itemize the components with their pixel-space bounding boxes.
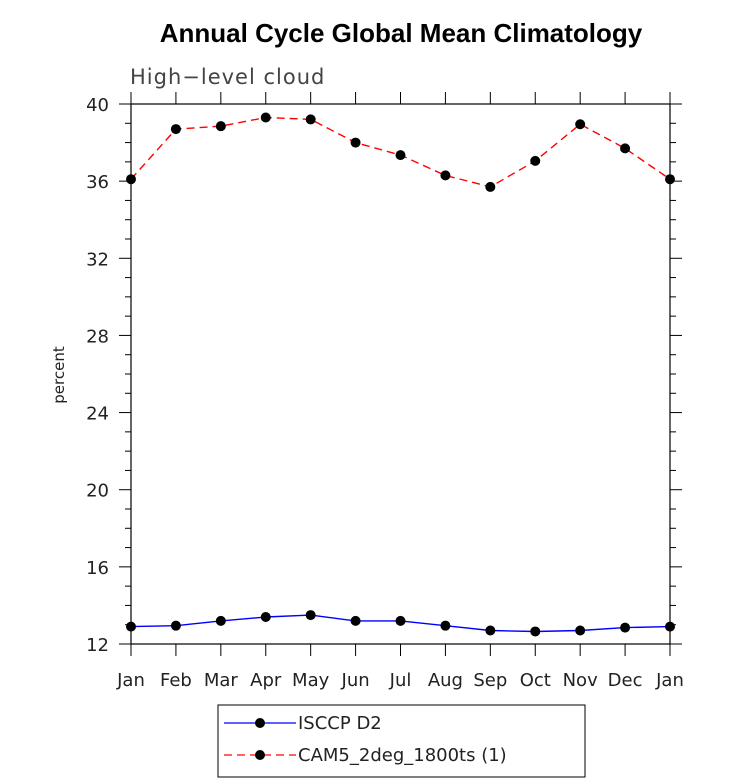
series-1-point	[350, 137, 361, 148]
series-layer	[126, 112, 675, 637]
y-axis-label: percent	[50, 346, 68, 404]
series-1-point	[665, 174, 675, 185]
series-0-point	[575, 625, 586, 636]
legend-box	[217, 704, 586, 778]
series-0-point	[665, 621, 675, 632]
series-1-point	[170, 124, 181, 135]
y-tick-label: 40	[86, 95, 109, 116]
x-tick-label: Sep	[473, 670, 507, 691]
series-0-point	[260, 612, 271, 622]
y-tick-label: 24	[86, 404, 109, 425]
series-0-point	[485, 625, 496, 636]
series-1-point	[395, 150, 406, 161]
series-0-point	[530, 626, 541, 637]
series-0-point	[170, 620, 181, 631]
x-tick-label: Mar	[204, 670, 239, 691]
legend-marker-isccp	[255, 718, 265, 728]
x-tick-label: Jan	[655, 670, 684, 691]
series-0-point	[620, 622, 631, 633]
series-1-point	[575, 119, 586, 130]
x-tick-labels: Jan Feb Mar Apr May Jun Jul Aug Sep Oct Nov Dec Jan	[116, 670, 684, 691]
x-tick-label: Jan	[116, 670, 145, 691]
y-tick-label: 20	[86, 481, 109, 502]
series-1-point	[260, 112, 271, 123]
series-1-point	[126, 174, 136, 185]
chart-subtitle: High−level cloud	[130, 65, 325, 89]
x-tick-label: Aug	[428, 670, 463, 691]
plot-frame	[130, 103, 671, 645]
series-1-point	[530, 155, 541, 166]
legend-marker-cam5	[255, 750, 265, 760]
y-tick-label: 16	[86, 558, 109, 579]
y-tick-label: 12	[86, 635, 109, 656]
x-tick-label: Jun	[341, 670, 370, 691]
series-0-point	[126, 621, 136, 632]
legend-label-cam5: CAM5_2deg_1800ts (1)	[298, 745, 507, 766]
chart-title: Annual Cycle Global Mean Climatology	[160, 18, 643, 48]
x-tick-label: May	[292, 670, 330, 691]
series-1-point	[620, 143, 631, 154]
x-tick-label: Oct	[520, 670, 551, 691]
x-tick-label: Nov	[563, 670, 598, 691]
y-tick-labels: 12 16 20 24 28 32 36 40	[86, 95, 109, 656]
series-0-point	[305, 610, 316, 621]
series-1-point	[485, 181, 496, 192]
series-1-point	[215, 121, 226, 132]
series-0-point	[350, 615, 361, 626]
legend: ISCCP D2 CAM5_2deg_1800ts (1)	[217, 704, 586, 778]
y-tick-label: 32	[86, 249, 109, 270]
y-tick-label: 36	[86, 172, 109, 193]
series-1-point	[305, 114, 316, 125]
axis-ticks	[119, 92, 682, 656]
x-tick-label: Dec	[608, 670, 643, 691]
x-tick-label: Jul	[389, 670, 412, 691]
series-0-point	[395, 615, 406, 626]
series-0-point	[215, 615, 226, 626]
series-0-point	[440, 620, 451, 631]
y-tick-label: 28	[86, 326, 109, 347]
series-1-point	[440, 170, 451, 181]
x-tick-label: Apr	[250, 670, 282, 691]
x-tick-label: Feb	[160, 670, 192, 691]
legend-label-isccp: ISCCP D2	[298, 713, 382, 734]
